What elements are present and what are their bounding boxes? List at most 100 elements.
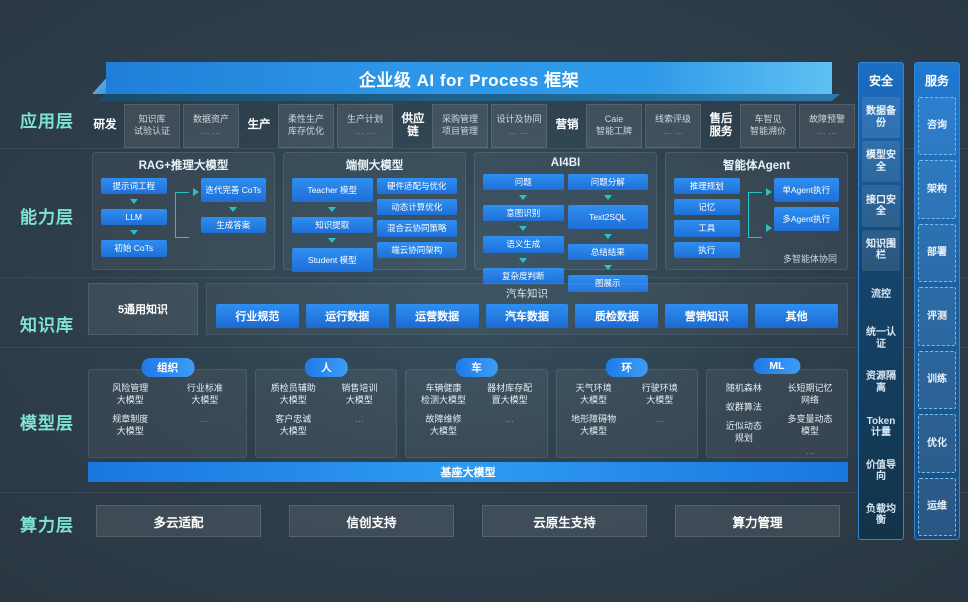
service-column-title: 服务	[924, 74, 949, 88]
security-item[interactable]: 模型安全	[862, 141, 900, 183]
capability-item[interactable]: 复杂度判断	[483, 267, 564, 284]
security-item[interactable]: 负载均衡	[866, 503, 896, 527]
app-cell[interactable]: 设计及协同… …	[491, 104, 547, 148]
model-item[interactable]: …	[805, 445, 815, 456]
service-item[interactable]: 评测	[918, 287, 956, 346]
knowledge-item[interactable]: 运营数据	[395, 304, 479, 328]
capability-item[interactable]: 多Agent执行	[773, 207, 839, 231]
capability-item[interactable]: 提示词工程	[101, 178, 167, 195]
knowledge-item[interactable]: 质检数据	[575, 304, 659, 328]
capability-item[interactable]: 语义生成	[483, 236, 564, 253]
capability-item[interactable]: 工具	[674, 220, 740, 237]
model-item[interactable]: 长短期记忆 网络	[787, 383, 833, 406]
capability-item[interactable]: 意图识别	[483, 205, 564, 222]
knowledge-item[interactable]: 运行数据	[305, 304, 389, 328]
model-item[interactable]: …	[655, 414, 665, 425]
app-cell[interactable]: 生产计划… …	[337, 104, 393, 148]
security-item[interactable]: 价值导向	[866, 459, 896, 483]
knowledge-item[interactable]: 营销知识	[665, 304, 749, 328]
model-item[interactable]: …	[505, 414, 515, 425]
compute-item[interactable]: 多云适配	[96, 505, 261, 537]
knowledge-item[interactable]: 其他	[755, 304, 839, 328]
model-item[interactable]: 多变量动态 模型	[787, 414, 833, 437]
model-item[interactable]: …	[200, 414, 210, 425]
model-item[interactable]: 器材库存配 置大模型	[487, 383, 533, 406]
capability-item[interactable]: 总结结果	[567, 244, 648, 261]
security-item[interactable]: 数据备份	[862, 97, 900, 139]
security-item[interactable]: Token计量	[866, 415, 896, 439]
app-cell[interactable]: 知识库 试验认证	[124, 104, 180, 148]
model-item[interactable]: 客户忠诚 大模型	[275, 414, 312, 437]
security-item[interactable]: 统一认证	[866, 327, 896, 350]
app-cell[interactable]: 采购管理 项目管理	[432, 104, 488, 148]
capability-item[interactable]: 混合云协同策略	[376, 220, 457, 237]
app-cell[interactable]: 线索评级… …	[645, 104, 701, 148]
model-item[interactable]: 天气环境 大模型	[575, 383, 612, 406]
service-item[interactable]: 训练	[918, 350, 956, 410]
capability-item[interactable]: 执行	[674, 241, 740, 258]
capability-item[interactable]: Text2SQL	[567, 205, 648, 230]
capability-item[interactable]: 问题	[483, 174, 564, 191]
service-item[interactable]: 咨询	[918, 97, 956, 156]
compute-item[interactable]: 信创支持	[289, 505, 454, 537]
model-group-tag[interactable]: 人	[305, 358, 348, 377]
model-item[interactable]: 质检员辅助 大模型	[270, 383, 316, 406]
security-item[interactable]: 知识围栏	[862, 229, 900, 271]
model-group-tag[interactable]: ML	[753, 358, 801, 374]
knowledge-item[interactable]: 汽车数据	[485, 304, 569, 328]
capability-layer-row: RAG+推理大模型 提示词工程 LLM 初始 CoTs 迭代完善 CoTs 生成答案 端侧大…	[92, 152, 848, 292]
model-group-tag[interactable]: 环	[605, 358, 648, 377]
knowledge-layer-row: 5通用知识 汽车知识 行业规范 运行数据 运营数据 汽车数据 质检数据 营销知识 其他	[88, 283, 848, 338]
knowledge-item-list: 行业规范 运行数据 运营数据 汽车数据 质检数据 营销知识 其他	[207, 301, 847, 328]
capability-item[interactable]: 动态计算优化	[376, 199, 457, 216]
model-item[interactable]: 行业标准 大模型	[186, 383, 223, 406]
security-column-title: 安全	[868, 74, 893, 88]
app-group-name: 营销	[555, 119, 579, 132]
model-item[interactable]: 蚁群算法	[725, 402, 762, 413]
capability-item[interactable]: 硬件适配与优化	[376, 178, 457, 195]
model-item[interactable]: 随机森林	[725, 383, 762, 393]
model-group-tag[interactable]: 组织	[141, 358, 195, 377]
app-cell[interactable]: 柔性生产 库存优化	[278, 104, 334, 148]
service-item[interactable]: 架构	[918, 160, 956, 219]
model-column: 质检员辅助 大模型 客户忠诚 大模型	[262, 382, 324, 453]
model-item[interactable]: 车辆健康 检测大模型	[420, 383, 466, 406]
capability-item[interactable]: 端云协同架构	[376, 241, 457, 258]
capability-item[interactable]: 生成答案	[200, 217, 266, 234]
model-item[interactable]: 故障维修 大模型	[425, 414, 462, 437]
capability-item[interactable]: 初始 CoTs	[101, 240, 167, 257]
capability-item[interactable]: 迭代完善 CoTs	[200, 178, 266, 202]
knowledge-general-box[interactable]: 5通用知识	[88, 283, 198, 335]
model-group-tag[interactable]: 车	[455, 358, 498, 377]
capability-item[interactable]: 记忆	[674, 199, 740, 216]
service-item[interactable]: 部署	[918, 223, 956, 283]
capability-item[interactable]: 问题分解	[567, 174, 648, 191]
capability-item[interactable]: 单Agent执行	[773, 178, 839, 202]
base-model-bar[interactable]: 基座大模型	[88, 462, 848, 482]
app-cell[interactable]: Caie 智能工牌	[586, 104, 642, 148]
security-item[interactable]: 流控	[871, 288, 891, 300]
model-item[interactable]: 规章制度 大模型	[112, 414, 149, 437]
capability-item[interactable]: LLM	[101, 209, 167, 226]
capability-item[interactable]: 图展示	[567, 275, 648, 292]
model-item[interactable]: 销售培训 大模型	[341, 383, 378, 406]
knowledge-item[interactable]: 行业规范	[216, 304, 299, 328]
model-item[interactable]: 近似动态 规划	[725, 421, 762, 444]
capability-item[interactable]: Teacher 模型	[292, 178, 373, 202]
model-item[interactable]: 地形障碍物 大模型	[571, 414, 617, 437]
security-item[interactable]: 资源隔离	[866, 371, 896, 394]
service-item[interactable]: 优化	[918, 414, 956, 473]
compute-item[interactable]: 云原生支持	[482, 505, 647, 537]
app-cell[interactable]: 车智见 智能溯价	[740, 104, 796, 148]
service-item[interactable]: 运维	[918, 477, 956, 536]
capability-item[interactable]: Student 模型	[292, 248, 373, 273]
capability-item[interactable]: 推理规划	[674, 178, 740, 195]
model-item[interactable]: 风险管理 大模型	[112, 383, 149, 406]
security-item[interactable]: 接口安全	[862, 185, 900, 227]
model-item[interactable]: 行驶环境 大模型	[641, 383, 678, 406]
app-cell[interactable]: 故障预警… …	[799, 104, 855, 148]
app-cell[interactable]: 数据资产… …	[183, 104, 239, 148]
capability-item[interactable]: 知识提取	[292, 217, 373, 234]
model-item[interactable]: …	[354, 414, 364, 425]
compute-item[interactable]: 算力管理	[675, 505, 840, 537]
